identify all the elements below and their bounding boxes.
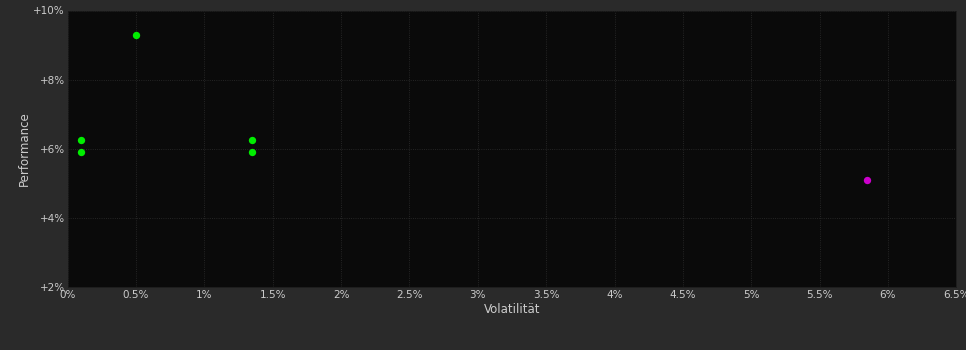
- Point: [860, 177, 875, 183]
- Point: [73, 137, 89, 143]
- X-axis label: Volatilität: Volatilität: [484, 302, 540, 316]
- Point: [73, 149, 89, 155]
- Y-axis label: Performance: Performance: [17, 111, 31, 186]
- Point: [128, 32, 144, 37]
- Point: [244, 149, 260, 155]
- Point: [244, 137, 260, 143]
